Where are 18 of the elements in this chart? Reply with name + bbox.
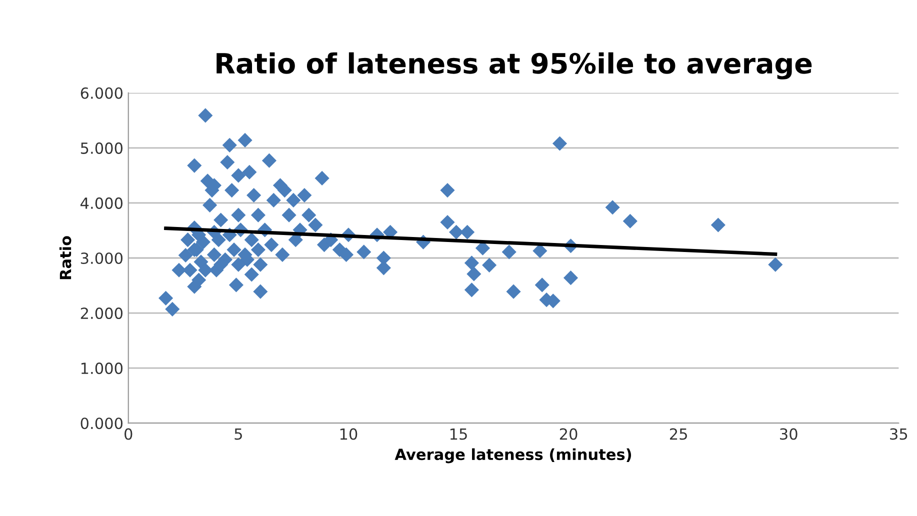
y-tick-label: 3.000 xyxy=(80,252,123,264)
x-tick-label: 10 xyxy=(340,428,358,440)
chart-title: Ratio of lateness at 95%ile to average xyxy=(216,52,812,80)
x-tick-label: 25 xyxy=(670,428,687,440)
x-axis-title: Average lateness (minutes) xyxy=(394,448,632,464)
y-tick-label: 0.000 xyxy=(80,418,123,430)
y-axis-title: Ratio xyxy=(59,236,72,280)
y-tick-label: 1.000 xyxy=(81,362,123,374)
x-tick-label: 0 xyxy=(124,428,132,440)
x-tick-label: 30 xyxy=(780,428,798,440)
x-tick-label: 35 xyxy=(890,428,908,440)
x-tick-label: 5 xyxy=(234,428,242,440)
y-tick-label: 2.000 xyxy=(80,308,123,320)
y-tick-label: 6.000 xyxy=(80,87,123,99)
y-tick-label: 5.000 xyxy=(80,142,123,154)
x-tick-label: 15 xyxy=(450,428,467,440)
x-tick-label: 20 xyxy=(560,428,578,440)
y-tick-label: 4.000 xyxy=(80,197,123,209)
